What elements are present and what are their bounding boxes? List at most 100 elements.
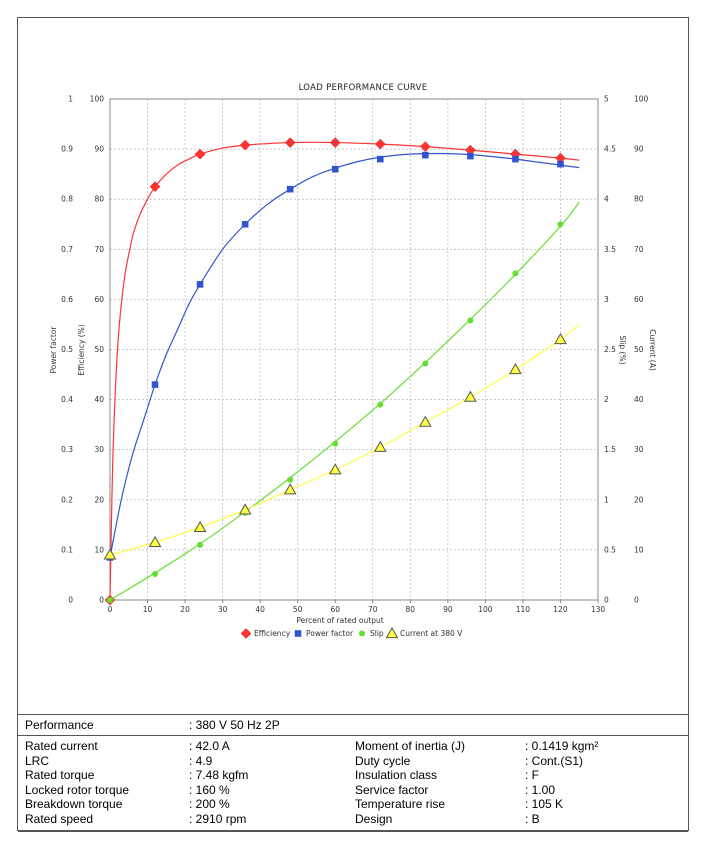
x-tick-label: 110 <box>516 605 531 614</box>
efficiency-point <box>329 137 341 148</box>
series-current <box>103 323 580 560</box>
spec-row: Insulation class : F <box>355 768 685 783</box>
legend-efficiency-marker <box>240 628 252 639</box>
spec-value: : 1.00 <box>525 782 556 797</box>
spec-row: Rated torque: 7.48 kgfm <box>25 768 345 783</box>
spec-label: Temperature rise <box>355 797 446 812</box>
x-tick-label: 0 <box>108 605 113 614</box>
legend-slip-marker <box>359 630 365 637</box>
x-tick-label: 120 <box>553 605 568 614</box>
slip-tick-label: 2 <box>604 395 609 404</box>
efficiency-tick-label: 80 <box>94 195 104 204</box>
efficiency-point <box>419 141 431 152</box>
spec-value: : 200 % <box>189 797 230 812</box>
performance-value: : 380 V 50 Hz 2P <box>189 718 280 732</box>
spec-row: Design: B <box>355 812 685 827</box>
current-tick-label: 10 <box>634 545 644 554</box>
efficiency-tick-label: 40 <box>94 395 104 404</box>
efficiency-tick-label: 20 <box>94 495 104 504</box>
power-factor-point <box>422 151 429 159</box>
power-factor-axis-label: Power factor <box>49 326 58 374</box>
slip-point <box>467 317 474 324</box>
spec-column-right: Moment of inertia (J): 0.1419 kgm² Duty c… <box>355 739 685 827</box>
power-factor-point <box>241 220 249 228</box>
efficiency-tick-label: 10 <box>94 545 104 554</box>
legend-slip-label: Slip <box>370 629 384 638</box>
slip-tick-label: 1.5 <box>604 445 616 454</box>
current-point <box>103 548 117 560</box>
current-axis-label: Current (A) <box>648 329 657 371</box>
spec-label: Rated torque <box>25 768 95 783</box>
current-point <box>418 415 432 427</box>
spec-value: : F <box>525 768 539 783</box>
spec-row: Breakdown torque : 200 % <box>25 797 345 812</box>
power-factor-point <box>557 160 564 168</box>
spec-row: Rated speed: 2910 rpm <box>25 812 345 827</box>
legend-power-factor-marker <box>294 630 302 637</box>
spec-label: Moment of inertia (J) <box>355 739 466 753</box>
slip-tick-label: 3 <box>604 295 609 304</box>
power-factor-tick-label: 0.4 <box>61 395 73 404</box>
efficiency-tick-label: 0 <box>99 596 104 605</box>
power-factor-point <box>331 165 339 173</box>
current-tick-label: 90 <box>634 145 644 154</box>
power-factor-tick-label: 0.8 <box>61 195 73 204</box>
spec-label: LRC <box>25 753 50 768</box>
legend-efficiency-label: Efficiency <box>254 629 291 638</box>
spec-label: Rated current <box>25 739 98 753</box>
spec-bottom-rule <box>18 831 688 832</box>
spec-label: Duty cycle <box>355 753 411 768</box>
x-tick-label: 20 <box>180 605 190 614</box>
legend-current-label: Current at 380 V <box>400 629 463 638</box>
efficiency-tick-label: 90 <box>94 145 104 154</box>
power-factor-point <box>196 281 204 288</box>
power-factor-point <box>512 155 519 163</box>
slip-point <box>422 360 429 367</box>
spec-label: Locked rotor torque <box>25 782 130 797</box>
spec-column-left: Rated current : 42.0 A LRC: 4.9 Rated torqu… <box>25 739 345 827</box>
slip-point <box>287 476 294 483</box>
slip-point <box>377 401 384 408</box>
current-point <box>373 440 387 452</box>
current-tick-label: 100 <box>634 95 649 104</box>
spec-label: Service factor <box>355 782 429 797</box>
power-factor-tick-label: 0.9 <box>61 145 73 154</box>
x-tick-label: 80 <box>406 605 416 614</box>
x-tick-label: 70 <box>368 605 378 614</box>
slip-point <box>107 597 113 603</box>
current-tick-label: 70 <box>634 245 644 254</box>
slip-tick-label: 1 <box>604 495 609 504</box>
efficiency-tick-label: 60 <box>94 295 104 304</box>
efficiency-point <box>239 139 251 151</box>
x-tick-label: 30 <box>218 605 228 614</box>
spec-label: Insulation class <box>355 768 438 783</box>
chart-title: LOAD PERFORMANCE CURVE <box>299 83 428 93</box>
efficiency-point <box>194 148 206 160</box>
efficiency-tick-label: 30 <box>94 445 104 454</box>
efficiency-tick-label: 100 <box>90 95 105 104</box>
slip-axis-label: Slip (%) <box>618 335 627 364</box>
spec-row: Moment of inertia (J): 0.1419 kgm² <box>355 739 685 754</box>
spec-label: Rated speed <box>25 811 94 826</box>
power-factor-point <box>151 381 159 388</box>
spec-row: LRC: 4.9 <box>25 754 345 769</box>
spec-row: Duty cycle: Cont.(S1) <box>355 754 685 769</box>
power-factor-point <box>286 185 294 193</box>
spec-table: Performance : 380 V 50 Hz 2P Rated curre… <box>18 714 688 832</box>
slip-point <box>512 270 519 277</box>
slip-point <box>197 541 204 548</box>
x-tick-label: 10 <box>143 605 153 614</box>
power-factor-tick-label: 0.6 <box>61 295 73 304</box>
power-factor-point <box>467 152 474 160</box>
efficiency-tick-label: 70 <box>94 245 104 254</box>
plot-border <box>109 98 599 601</box>
spec-row: Temperature rise: 105 K <box>355 797 685 812</box>
slip-point <box>332 440 339 447</box>
spec-label: Breakdown torque <box>25 797 123 812</box>
power-factor-tick-label: 0.2 <box>61 495 73 504</box>
power-factor-tick-label: 0.5 <box>61 345 73 354</box>
spec-value: : 42.0 A <box>189 739 230 753</box>
current-tick-label: 50 <box>634 345 644 354</box>
current-point <box>509 363 522 375</box>
